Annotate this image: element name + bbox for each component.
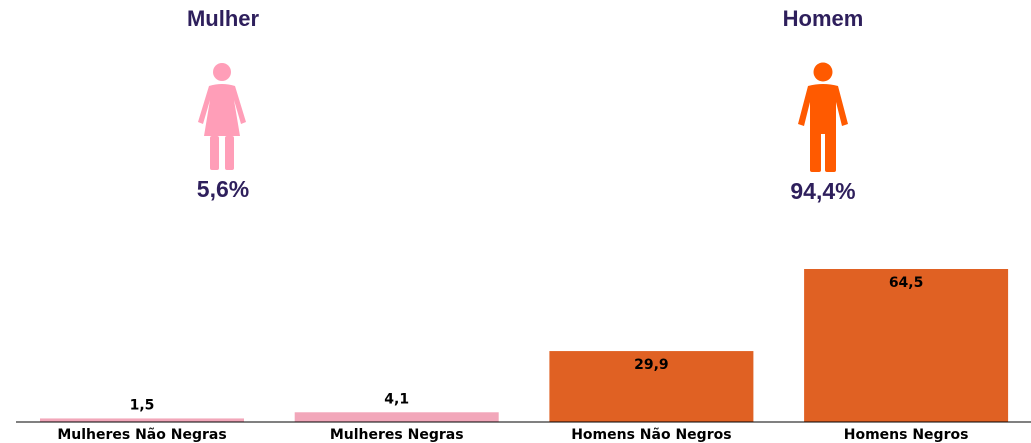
category-label: Homens Negros (844, 427, 969, 443)
bar-value-label: 4,1 (384, 391, 409, 407)
male-title: Homem (782, 6, 864, 31)
female-title: Mulher (186, 6, 260, 31)
bar-value-label: 29,9 (634, 357, 669, 373)
bar-3 (549, 351, 754, 422)
bars-group (40, 269, 1009, 422)
male-percent: 94,4% (790, 178, 856, 204)
bar-value-label: 1,5 (130, 397, 155, 413)
category-label: Mulheres Negras (330, 427, 464, 443)
bar-1 (40, 418, 244, 422)
labels-group: 1,5 Mulheres Não Negras 4,1 Mulheres Negras… (57, 275, 968, 443)
man-icon (798, 62, 848, 172)
bar-4 (804, 269, 1009, 422)
female-percent: 5,6% (196, 176, 250, 202)
woman-icon (198, 63, 246, 170)
bar-value-label: 64,5 (889, 275, 924, 291)
category-label: Homens Não Negros (571, 427, 731, 443)
bar-2 (294, 412, 499, 422)
category-label: Mulheres Não Negras (57, 427, 226, 443)
